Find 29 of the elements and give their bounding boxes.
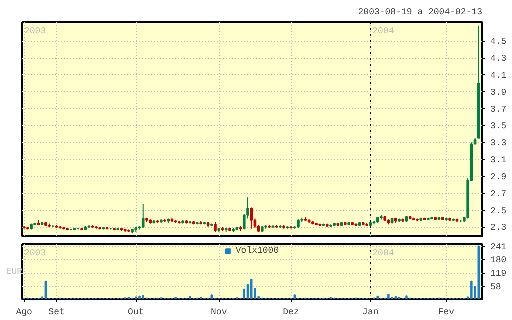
y-tick-label: 2.5 (490, 206, 507, 216)
legend-label: Volx1000 (236, 246, 280, 256)
y-tick-label: 2.3 (490, 223, 507, 234)
y-tick-label: 3.7 (490, 104, 507, 115)
y-tick-label: 3.3 (490, 138, 507, 149)
y-tick-label: 3.9 (490, 88, 507, 98)
ref-line-label: 2004 (372, 26, 394, 36)
y-tick-label: 58 (490, 282, 502, 293)
y-tick-label: 4.1 (490, 70, 507, 81)
x-tick-label: Fev (438, 308, 456, 318)
x-tick-label: Dez (283, 308, 300, 318)
x-tick-label: Jan (362, 308, 379, 318)
annotation: 2003 (24, 248, 46, 258)
y-tick-label: 4.5 (490, 37, 507, 48)
y-tick-label: 241 (490, 242, 507, 252)
y-tick-label: 3.5 (490, 122, 507, 132)
y-tick-label: 3.1 (490, 156, 507, 166)
y-tick-label: 4.3 (490, 54, 507, 64)
y-tick-label: 119 (490, 269, 507, 280)
annotation: 2003 (24, 26, 46, 36)
y-tick-label: 180 (490, 256, 507, 266)
x-tick-label: Out (128, 308, 144, 318)
chart-title: 2003-08-19 a 2004-02-13 (358, 8, 483, 18)
y-tick-label: 2.7 (490, 189, 507, 200)
y-tick-label: 2.9 (490, 172, 507, 182)
x-tick-label: Nov (211, 308, 228, 318)
x-tick-label: Set (48, 308, 65, 318)
x-tick-label: Ago (16, 308, 32, 318)
ref-line-label: 2004 (372, 248, 394, 258)
